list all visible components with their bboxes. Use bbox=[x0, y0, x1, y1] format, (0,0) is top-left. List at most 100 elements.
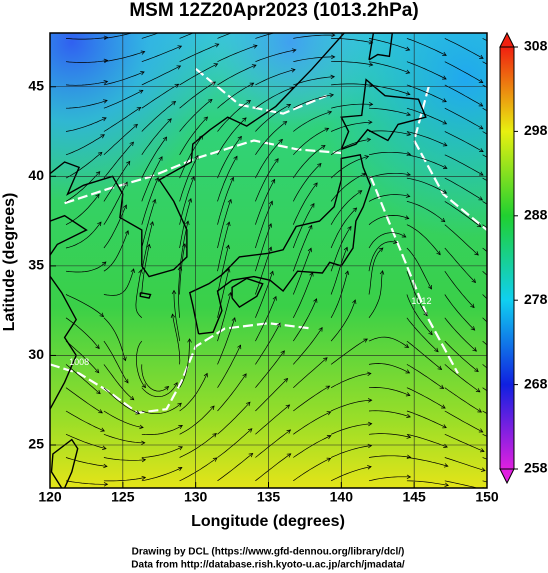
coastline bbox=[139, 292, 152, 299]
streamline bbox=[255, 350, 285, 388]
streamline-arrow bbox=[149, 221, 155, 226]
streamline bbox=[293, 298, 317, 342]
streamline bbox=[444, 38, 484, 59]
streamline bbox=[444, 340, 479, 372]
x-tick-label: 120 bbox=[38, 489, 62, 505]
streamline-arrow bbox=[103, 58, 109, 64]
streamline-arrow bbox=[212, 433, 217, 438]
streamline bbox=[217, 268, 230, 318]
streamline bbox=[217, 100, 251, 132]
streamline-arrow bbox=[97, 221, 102, 227]
streamline bbox=[368, 215, 409, 225]
streamline bbox=[65, 81, 108, 86]
streamline-arrow bbox=[478, 196, 484, 201]
streamline bbox=[141, 425, 183, 435]
streamline-arrow bbox=[442, 98, 447, 103]
streamline bbox=[103, 107, 141, 132]
streamline bbox=[330, 190, 362, 225]
streamline-arrow bbox=[102, 445, 107, 450]
streamline-arrow bbox=[325, 385, 331, 390]
streamline bbox=[179, 221, 189, 272]
streamline bbox=[103, 141, 134, 179]
streamline-arrow bbox=[141, 457, 147, 463]
streamline bbox=[330, 247, 348, 295]
streamline-arrow bbox=[278, 138, 283, 144]
streamline bbox=[217, 177, 234, 225]
streamline-arrow bbox=[249, 82, 255, 87]
streamline bbox=[65, 340, 100, 373]
streamline bbox=[292, 225, 313, 272]
streamline-arrow bbox=[177, 466, 183, 472]
streamline-arrow bbox=[331, 33, 336, 38]
streamline-arrow bbox=[129, 141, 134, 147]
streamline bbox=[406, 364, 444, 389]
streamline-arrow bbox=[152, 198, 157, 204]
streamline-arrow bbox=[139, 424, 144, 430]
streamline bbox=[444, 154, 484, 176]
streamline-arrow bbox=[516, 220, 520, 224]
streamline bbox=[368, 107, 411, 116]
streamline-arrow bbox=[268, 246, 273, 252]
streamline bbox=[444, 107, 484, 130]
streamline bbox=[178, 266, 181, 318]
streamline-arrow bbox=[405, 369, 411, 374]
streamline bbox=[179, 433, 217, 458]
streamline-arrow bbox=[122, 204, 128, 210]
streamline bbox=[217, 373, 247, 412]
streamline-arrow bbox=[124, 378, 129, 384]
streamline bbox=[406, 107, 447, 125]
isobar bbox=[64, 139, 342, 205]
streamline-arrow bbox=[516, 103, 520, 106]
streamline-arrow bbox=[126, 160, 131, 166]
streamline-arrow bbox=[178, 24, 182, 28]
streamline bbox=[444, 131, 484, 152]
streamline-arrow bbox=[516, 80, 520, 83]
streamline bbox=[65, 117, 107, 132]
streamline bbox=[330, 207, 357, 249]
streamline-arrow bbox=[364, 155, 370, 160]
streamline bbox=[141, 45, 182, 63]
streamline-arrow bbox=[437, 365, 443, 370]
streamline-arrow bbox=[479, 54, 484, 59]
streamline-arrow bbox=[291, 48, 297, 53]
isobar bbox=[413, 86, 487, 231]
streamline bbox=[368, 84, 411, 95]
streamline bbox=[255, 33, 276, 39]
streamline-arrow bbox=[439, 384, 445, 389]
streamline-arrow bbox=[515, 387, 519, 391]
y-tick-label: 40 bbox=[28, 167, 44, 183]
streamline bbox=[103, 51, 145, 63]
streamline-arrow bbox=[478, 125, 484, 130]
streamline-arrow bbox=[141, 440, 146, 446]
streamline-arrow bbox=[251, 64, 257, 69]
streamline bbox=[330, 138, 371, 156]
streamline-arrow bbox=[103, 482, 109, 487]
streamline bbox=[331, 38, 373, 44]
streamline-arrow bbox=[214, 43, 220, 48]
streamline bbox=[444, 247, 476, 283]
streamline-arrow bbox=[253, 44, 258, 49]
streamline-arrow bbox=[276, 322, 281, 328]
streamline bbox=[103, 457, 146, 461]
streamline-arrow bbox=[478, 79, 484, 83]
streamline bbox=[406, 387, 446, 409]
streamline bbox=[179, 155, 199, 202]
x-tick-label: 125 bbox=[111, 489, 135, 505]
streamline bbox=[330, 423, 372, 435]
streamline-arrow bbox=[442, 164, 448, 169]
streamline bbox=[141, 467, 183, 482]
streamline-arrow bbox=[173, 382, 178, 387]
coastline bbox=[231, 277, 264, 309]
streamline bbox=[179, 338, 190, 388]
streamline bbox=[368, 363, 410, 374]
streamline bbox=[293, 411, 331, 435]
streamline bbox=[179, 198, 192, 249]
streamline bbox=[179, 99, 213, 132]
streamline-arrow bbox=[471, 278, 477, 284]
streamline-arrow bbox=[367, 398, 373, 403]
streamline-arrow bbox=[324, 127, 330, 132]
streamline-arrow bbox=[517, 126, 521, 129]
streamline bbox=[293, 94, 334, 109]
streamline-arrow bbox=[440, 217, 446, 223]
